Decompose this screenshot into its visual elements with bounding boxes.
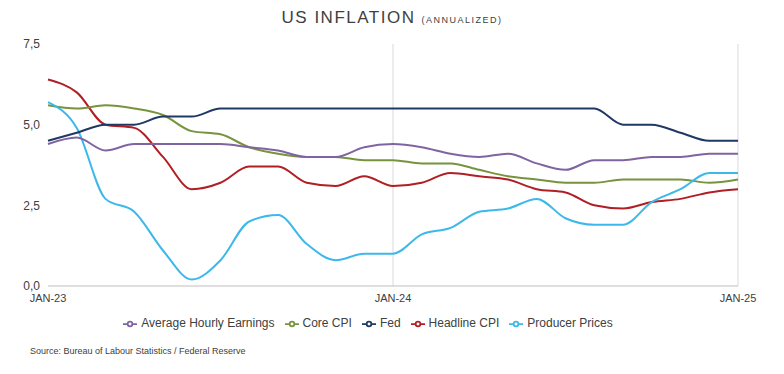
svg-text:0,0: 0,0: [23, 279, 40, 293]
html-text:Producer Prices: Producer Prices: [527, 316, 613, 330]
html-text:Source: Bureau of Labour Stati: Source: Bureau of Labour Statistics / Fe…: [30, 346, 246, 356]
svg-text:JAN-25: JAN-25: [720, 292, 757, 304]
html-text:Fed: Fed: [379, 316, 401, 330]
svg-text:JAN-24: JAN-24: [375, 292, 412, 304]
html-text:Average Hourly Earnings: Average Hourly Earnings: [141, 316, 275, 330]
html-text:Headline CPI: Headline CPI: [428, 316, 500, 330]
svg-text:5,0: 5,0: [23, 118, 40, 132]
svg-text:2,5: 2,5: [23, 199, 40, 213]
html-text:US INFLATION (ANNUALIZED): US INFLATION (ANNUALIZED): [281, 8, 503, 27]
html-text:Core CPI: Core CPI: [302, 316, 352, 330]
svg-text:7,5: 7,5: [23, 37, 40, 51]
svg-text:JAN-23: JAN-23: [30, 292, 67, 304]
